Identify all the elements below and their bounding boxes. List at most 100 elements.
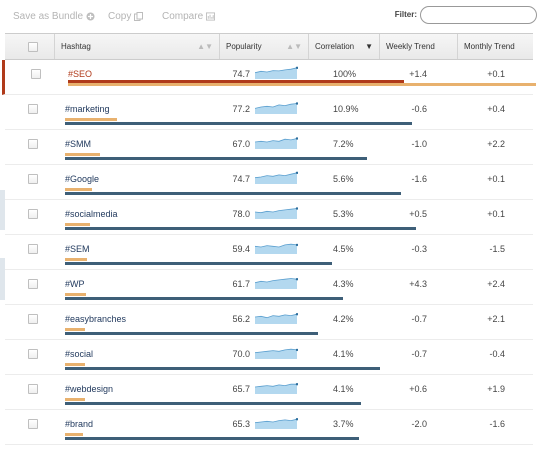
row-checkbox[interactable] <box>28 209 38 219</box>
popularity-value: 74.7 <box>232 69 250 79</box>
filter-input[interactable] <box>420 6 537 24</box>
hashtag-link[interactable]: #Google <box>65 174 100 184</box>
hashtag-link[interactable]: #socialmedia <box>65 209 118 219</box>
row-checkbox[interactable] <box>28 279 38 289</box>
correlation-bar <box>68 83 536 86</box>
popularity-value: 67.0 <box>232 139 250 149</box>
monthly-trend-value: -0.4 <box>489 349 505 359</box>
table-row[interactable]: #marketing 77.2 10.9% -0.6 +0.4 <box>5 95 533 130</box>
table-row[interactable]: #Google 74.7 5.6% -1.6 +0.1 <box>5 165 533 200</box>
column-header-popularity-label: Popularity <box>226 42 262 51</box>
column-header-popularity[interactable]: Popularity ▲▼ <box>220 34 309 59</box>
weekly-trend-value: +1.4 <box>409 69 427 79</box>
correlation-bar <box>65 258 87 261</box>
popularity-bar <box>65 402 361 405</box>
hashtag-link[interactable]: #SEM <box>65 244 90 254</box>
table-row[interactable]: #socialmedia 78.0 5.3% +0.5 +0.1 <box>5 200 533 235</box>
row-checkbox[interactable] <box>28 384 38 394</box>
hashtag-link[interactable]: #SEO <box>68 69 93 79</box>
sparkline-area <box>255 138 297 149</box>
sparkline-line <box>255 243 298 248</box>
column-header-weekly-label: Weekly Trend <box>386 42 435 51</box>
table-row[interactable]: #SEM 59.4 4.5% -0.3 -1.5 <box>5 235 533 270</box>
row-checkbox[interactable] <box>28 419 38 429</box>
table-row[interactable]: #social 70.0 4.1% -0.7 -0.4 <box>5 340 533 375</box>
row-checkbox[interactable] <box>28 244 38 254</box>
popularity-sparkline <box>255 102 298 114</box>
row-checkbox[interactable] <box>28 314 38 324</box>
column-header-weekly-trend[interactable]: Weekly Trend <box>380 34 458 59</box>
column-header-correlation[interactable]: Correlation ▼ <box>309 34 380 59</box>
row-checkbox[interactable] <box>28 174 38 184</box>
correlation-value: 4.5% <box>333 244 354 254</box>
hashtag-link[interactable]: #brand <box>65 419 94 429</box>
correlation-value: 7.2% <box>333 139 354 149</box>
correlation-value: 4.1% <box>333 349 354 359</box>
correlation-value: 100% <box>333 69 357 79</box>
table-row[interactable]: #brand 65.3 3.7% -2.0 -1.6 <box>5 410 533 445</box>
sparkline-dot <box>295 66 298 69</box>
row-checkbox[interactable] <box>28 139 38 149</box>
hashtag-link[interactable]: #SMM <box>65 139 92 149</box>
sparkline-area <box>255 314 297 324</box>
select-all-checkbox[interactable] <box>28 42 38 52</box>
save-as-bundle-button[interactable]: Save as Bundle <box>13 11 95 22</box>
hashtag-link[interactable]: #webdesign <box>65 384 114 394</box>
table-header: Hashtag ▲▼ Popularity ▲▼ Correlation ▼ W… <box>5 33 533 60</box>
hashtag-link[interactable]: #WP <box>65 279 85 289</box>
popularity-bar <box>65 437 359 440</box>
sparkline-dot <box>295 313 298 316</box>
popularity-value: 65.3 <box>232 419 250 429</box>
sparkline-dot <box>295 348 298 352</box>
row-checkbox[interactable] <box>31 69 41 79</box>
sparkline-area <box>255 244 297 254</box>
popularity-sparkline <box>255 348 298 359</box>
side-scroll-strip <box>0 258 5 300</box>
row-checkbox[interactable] <box>28 104 38 114</box>
column-header-hashtag[interactable]: Hashtag ▲▼ <box>55 34 220 59</box>
correlation-value: 4.1% <box>333 384 354 394</box>
table-row[interactable]: #webdesign 65.7 4.1% +0.6 +1.9 <box>5 375 533 410</box>
sparkline-line <box>255 67 298 74</box>
monthly-trend-value: +2.4 <box>487 279 505 289</box>
table-row[interactable]: #easybranches 56.2 4.2% -0.7 +2.1 <box>5 305 533 340</box>
popularity-value: 77.2 <box>232 104 250 114</box>
popularity-sparkline <box>255 313 298 324</box>
popularity-value: 65.7 <box>232 384 250 394</box>
column-header-monthly-label: Monthly Trend <box>464 42 515 51</box>
sparkline-area <box>255 384 297 394</box>
copy-button[interactable]: Copy <box>108 11 144 22</box>
compare-label: Compare <box>162 11 204 22</box>
popularity-bar <box>65 157 367 160</box>
hashtag-link[interactable]: #marketing <box>65 104 110 114</box>
weekly-trend-value: -0.7 <box>411 349 427 359</box>
plus-circle-icon <box>86 12 95 21</box>
side-scroll-strip <box>0 190 5 230</box>
popularity-value: 74.7 <box>232 174 250 184</box>
hashtag-link[interactable]: #easybranches <box>65 314 127 324</box>
popularity-sparkline <box>255 418 298 429</box>
table-row[interactable]: #SMM 67.0 7.2% -1.0 +2.2 <box>5 130 533 165</box>
popularity-bar <box>65 122 412 125</box>
table-row[interactable]: #WP 61.7 4.3% +4.3 +2.4 <box>5 270 533 305</box>
correlation-value: 4.2% <box>333 314 354 324</box>
compare-button[interactable]: Compare <box>162 11 216 22</box>
sparkline-dot <box>295 243 298 247</box>
table-row[interactable]: #SEO 74.7 100% +1.4 +0.1 <box>2 60 536 95</box>
sparkline-dot <box>295 278 298 281</box>
monthly-trend-value: +0.1 <box>487 69 505 79</box>
monthly-trend-value: -1.6 <box>489 419 505 429</box>
sparkline-line <box>255 383 297 388</box>
sparkline-line <box>255 208 298 214</box>
popularity-value: 56.2 <box>232 314 250 324</box>
correlation-bar <box>65 363 85 366</box>
sparkline-dot <box>295 418 298 421</box>
weekly-trend-value: -0.7 <box>411 314 427 324</box>
hashtag-link[interactable]: #social <box>65 349 94 359</box>
weekly-trend-value: -1.6 <box>411 174 427 184</box>
sort-desc-icon: ▼ <box>365 42 373 51</box>
row-checkbox[interactable] <box>28 349 38 359</box>
column-header-monthly-trend[interactable]: Monthly Trend <box>458 34 533 59</box>
monthly-trend-value: +2.2 <box>487 139 505 149</box>
sparkline-dot <box>295 137 298 140</box>
